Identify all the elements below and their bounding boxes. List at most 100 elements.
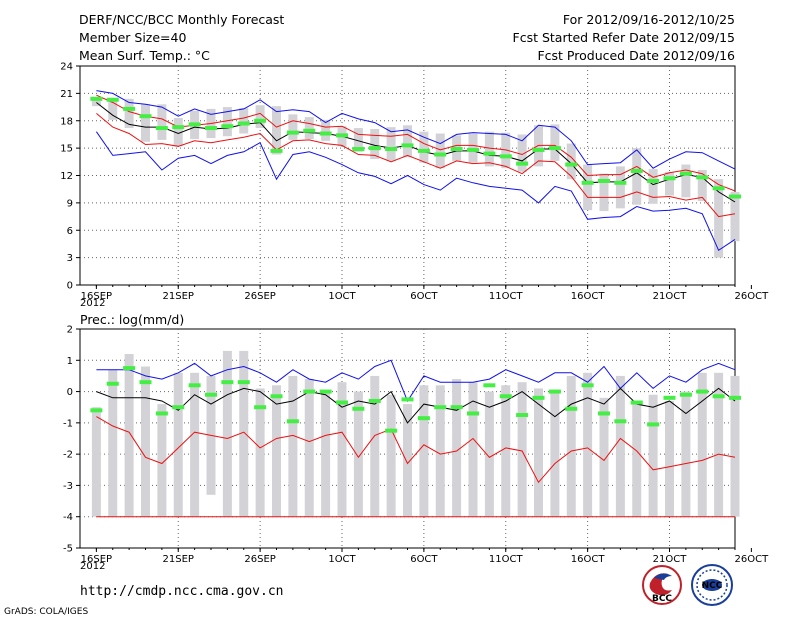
precip-median-mark [303, 389, 316, 394]
precip-median-mark [712, 394, 725, 399]
temperature-median-mark [450, 147, 463, 152]
temperature-median-mark [172, 125, 185, 130]
temperature-median-mark [286, 130, 299, 135]
precip-box [386, 394, 396, 517]
temperature-median-mark [401, 143, 414, 148]
temperature-y-tick-label: 15 [60, 144, 73, 155]
temperature-y-tick-label: 9 [67, 198, 73, 209]
precip-box [271, 385, 282, 517]
precip-box [452, 379, 462, 517]
temperature-medians [90, 96, 741, 199]
precip-box [550, 391, 560, 517]
temperature-box [222, 107, 232, 137]
precip-box [648, 394, 658, 517]
precip-median-mark [614, 419, 627, 424]
temperature-box [370, 128, 380, 160]
temperature-y-tick-label: 18 [60, 116, 73, 127]
temperature-min-line [95, 131, 736, 252]
temperature-y-tick-label: 6 [67, 226, 73, 237]
temperature-median-mark [106, 97, 119, 102]
precip-box [615, 375, 625, 517]
precip-boxes [91, 350, 740, 517]
temperature-max-line [96, 90, 736, 170]
precip-median-mark [499, 394, 512, 399]
precip-box [222, 350, 232, 517]
temperature-y-ticks: 0 3 6 9 12 15 18 21 24 [60, 62, 80, 292]
temperature-median-mark [712, 186, 725, 191]
precip-median-mark [385, 428, 398, 433]
precip-box [173, 372, 183, 517]
temperature-box [599, 173, 609, 212]
temperature-box [517, 134, 527, 172]
temperature-box [632, 148, 642, 205]
precip-y-tick-label: -2 [63, 450, 73, 461]
temperature-median-mark [696, 175, 709, 180]
temperature-panel: 0 3 6 9 12 15 18 21 24 16SEP 21SEP 26SEP 1OCT 6OCT 11… [60, 62, 769, 310]
precip-x-tick-label: 16SEP [81, 554, 112, 565]
precip-median-mark [630, 400, 643, 405]
temperature-median-mark [548, 146, 561, 151]
temperature-median-mark [155, 126, 168, 131]
precip-x-tick-label: 16OCT [571, 554, 606, 565]
temperature-box [255, 105, 265, 129]
precip-median-mark [172, 405, 185, 410]
temperature-year-label: 2012 [80, 298, 105, 309]
precip-y-tick-label: -5 [63, 544, 73, 555]
precip-y-ticks: -5 -4 -3 -2 -1 0 1 2 [63, 325, 80, 555]
temperature-median-mark [303, 128, 316, 133]
precip-median-mark [188, 383, 201, 388]
temperature-box [615, 166, 625, 209]
precip-mean-line [96, 387, 736, 424]
temperature-median-mark [647, 178, 660, 183]
precip-box [108, 369, 118, 517]
precip-box [697, 372, 707, 517]
precip-median-mark [221, 380, 234, 385]
temperature-median-mark [123, 106, 136, 111]
precip-median-mark [581, 383, 594, 388]
temperature-box [648, 169, 658, 204]
precip-box [632, 404, 642, 517]
variable-label: Mean Surf. Temp.: °C [79, 48, 210, 63]
precip-year-label: 2012 [80, 561, 105, 572]
temperature-median-mark [679, 171, 692, 176]
temperature-box [484, 131, 494, 167]
temperature-box [714, 179, 724, 258]
temperature-box [583, 164, 593, 211]
temperature-box [321, 119, 331, 141]
temperature-x-ticks: 16SEP 21SEP 26SEP 1OCT 6OCT 11OCT 16OCT 21OCT 26… [81, 285, 769, 302]
temperature-box [501, 132, 511, 169]
temperature-median-mark [270, 148, 283, 153]
temperature-median-mark [188, 122, 201, 127]
precip-median-mark [368, 398, 381, 403]
temperature-median-mark [499, 154, 512, 159]
precip-box [255, 388, 265, 517]
temperature-mean-line [96, 102, 736, 203]
precip-median-mark [286, 419, 299, 424]
temperature-lower-line [96, 113, 736, 218]
precip-median-mark [548, 389, 561, 394]
temperature-y-tick-label: 3 [67, 253, 73, 264]
temperature-box [681, 164, 691, 198]
precip-median-mark [696, 389, 709, 394]
precip-panel: -5 -4 -3 -2 -1 0 1 2 16SEP 21SEP 26SEP 1OCT 6OCT 11O… [63, 325, 769, 573]
temperature-x-tick-label: 1OCT [328, 291, 356, 302]
precip-median-mark [139, 380, 152, 385]
precip-box [566, 375, 576, 517]
temperature-box [664, 171, 675, 196]
temperature-median-mark [221, 124, 234, 129]
precip-median-mark [90, 408, 103, 413]
precip-box [435, 385, 445, 517]
temperature-y-tick-label: 0 [67, 281, 73, 292]
precip-box [140, 366, 151, 517]
precip-box [599, 397, 609, 517]
temperature-median-mark [139, 114, 152, 119]
temperature-y-tick-label: 21 [60, 89, 73, 100]
temperature-box [566, 143, 576, 180]
temperature-x-tick-label: 26SEP [244, 291, 275, 302]
precip-x-ticks: 16SEP 21SEP 26SEP 1OCT 6OCT 11OCT 16OCT 21OCT 26… [81, 548, 769, 565]
temperature-box [353, 128, 363, 152]
precip-median-mark [417, 416, 430, 421]
precip-x-tick-label: 6OCT [410, 554, 438, 565]
temperature-box [386, 127, 396, 161]
temperature-median-mark [254, 118, 267, 123]
